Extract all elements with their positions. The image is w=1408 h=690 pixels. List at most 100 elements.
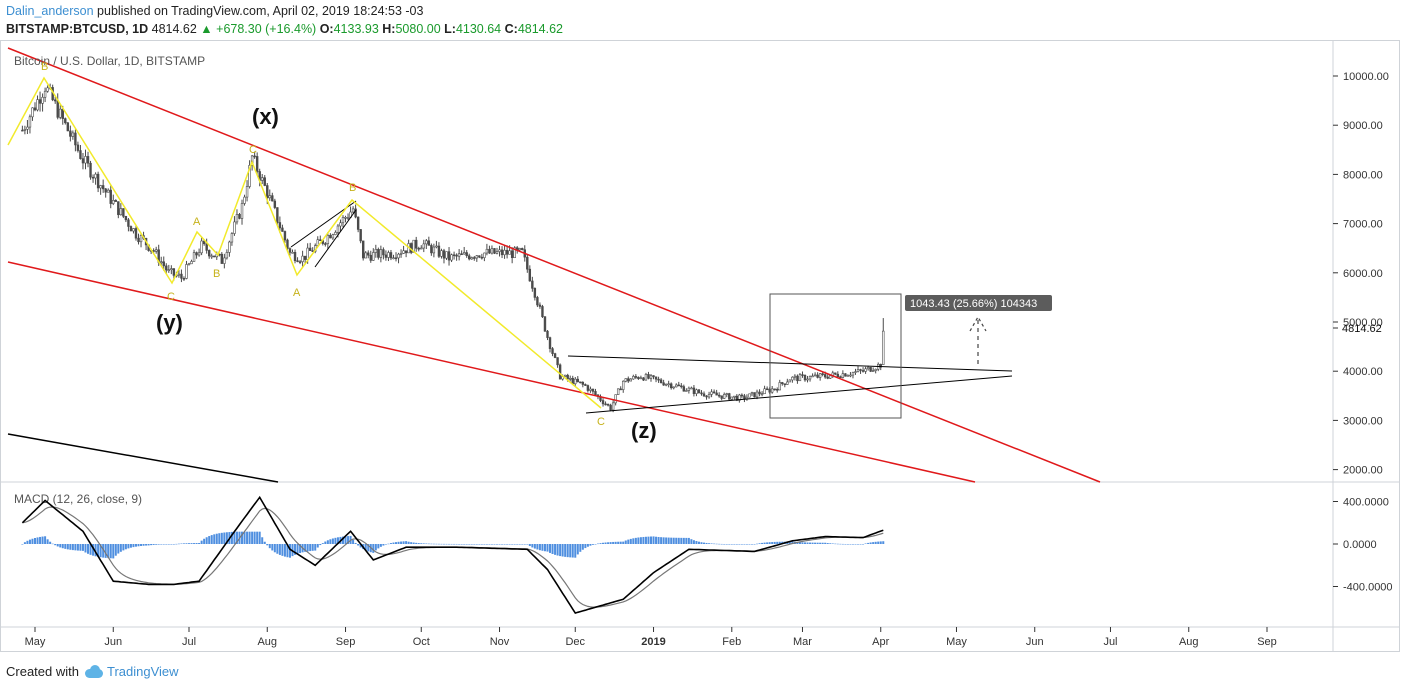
measure-box[interactable] (769, 293, 902, 419)
wedge-lower-line[interactable] (314, 209, 357, 268)
candle-body (632, 376, 635, 380)
candle-body (455, 254, 458, 257)
macd-histogram-bar (874, 541, 877, 544)
candle-body (89, 162, 92, 178)
candle-body (334, 232, 337, 235)
macd-histogram-bar (382, 544, 385, 546)
price-tick-label: 5000.00 (1343, 317, 1383, 329)
macd-histogram-bar (465, 544, 468, 545)
candle-body (513, 247, 516, 259)
candle-body (569, 377, 572, 380)
macd-histogram-bar (498, 544, 501, 545)
macd-histogram-bar (170, 544, 173, 545)
candle-body (538, 304, 542, 307)
candle-body (101, 185, 105, 190)
tradingview-link[interactable]: TradingView (83, 664, 179, 679)
macd-histogram-bar (145, 544, 148, 546)
price-tick-label: 9000.00 (1343, 120, 1383, 132)
macd-histogram-bar (233, 531, 236, 544)
candle-body (657, 378, 660, 381)
candle-body (96, 173, 100, 189)
candle-body (639, 377, 643, 380)
candle-body (324, 243, 327, 245)
candle-body (879, 363, 882, 368)
candle-body (705, 395, 708, 398)
candle-body (331, 234, 335, 239)
time-tick-label: Jun (104, 636, 122, 648)
macd-histogram-bar (448, 543, 451, 545)
candle-body (846, 375, 850, 377)
candle-body (551, 348, 554, 354)
macd-histogram-bar (435, 543, 438, 545)
macd-histogram-bar (773, 541, 776, 544)
author-link[interactable]: Dalin_anderson (6, 4, 94, 18)
macd-histogram-bar (157, 544, 160, 545)
candle-body (59, 108, 62, 118)
macd-histogram-bar (804, 542, 806, 544)
macd-histogram-bar (647, 536, 650, 544)
macd-histogram-bar (165, 544, 168, 545)
macd-histogram-bar (687, 537, 690, 544)
macd-histogram-bar (372, 544, 375, 553)
macd-histogram-bar (276, 544, 279, 554)
triangle-lower-line[interactable] (585, 375, 1013, 414)
time-axis[interactable]: May Jun Jul Aug Sep Oct Nov Dec 2019 Feb Mar Apr May… (25, 627, 1277, 648)
candle-body (190, 261, 193, 265)
macd-axis[interactable]: 400.0000 0.0000 -400.0000 (1333, 497, 1393, 594)
macd-histogram-bar (210, 535, 213, 544)
macd-histogram-bar (119, 544, 122, 552)
candle-body (811, 375, 814, 378)
macd-histogram-bar (188, 543, 190, 544)
trend-line-black[interactable] (7, 433, 279, 483)
candle-body (94, 173, 97, 179)
candle-body (715, 392, 718, 396)
candle-body (137, 237, 140, 243)
macd-histogram-bar (162, 544, 165, 545)
candle-body (261, 177, 264, 181)
macd-histogram-bar (849, 544, 852, 545)
candle-body (468, 255, 471, 260)
candle-body (346, 217, 350, 219)
macd-legend: MACD (12, 26, close, 9) (14, 492, 142, 506)
triangle-upper-line[interactable] (567, 355, 1013, 372)
macd-histogram-bar (854, 544, 857, 545)
candle-body (450, 254, 453, 261)
macd-histogram-bar (864, 543, 867, 544)
candle-body (263, 177, 266, 186)
macd-histogram-bar (735, 544, 738, 545)
macd-histogram-bar (513, 544, 516, 545)
macd-histogram-bar (442, 543, 445, 545)
candle-body (627, 378, 630, 382)
channel-upper-line[interactable] (7, 47, 1101, 483)
time-tick-label: Sep (1257, 636, 1277, 648)
tradingview-brand: TradingView (106, 664, 179, 679)
macd-histogram-bar (200, 540, 203, 544)
candle-body (296, 260, 299, 263)
macd-histogram-bar (172, 544, 175, 545)
candle-body (874, 368, 877, 371)
elliott-wave-path[interactable] (7, 76, 602, 409)
macd-histogram-bar (347, 536, 350, 544)
candle-body (821, 373, 824, 375)
candle-body (303, 255, 307, 260)
candle-body (339, 222, 342, 227)
candle-body (377, 248, 380, 258)
candle-body (291, 251, 294, 254)
symbol-name: BITSTAMP:BTCUSD, 1D (6, 22, 149, 36)
candle-body (422, 243, 425, 249)
candle-body (624, 378, 627, 382)
macd-histogram-bar (205, 537, 208, 544)
channel-lower-line[interactable] (7, 261, 976, 483)
price-tick-label: 2000.00 (1343, 465, 1383, 477)
candle-body (417, 247, 420, 250)
candle-body (271, 195, 274, 202)
point-label-c3: C (597, 416, 605, 428)
macd-histogram-bar (806, 542, 809, 544)
macd-histogram-bar (251, 531, 254, 544)
price-axis[interactable]: 10000.00 9000.00 8000.00 7000.00 6000.00 5000… (1333, 71, 1389, 477)
candle-body (255, 156, 259, 172)
candle-body (687, 387, 691, 391)
macd-histogram-bar (425, 543, 428, 545)
macd-histogram-bar (198, 542, 201, 544)
